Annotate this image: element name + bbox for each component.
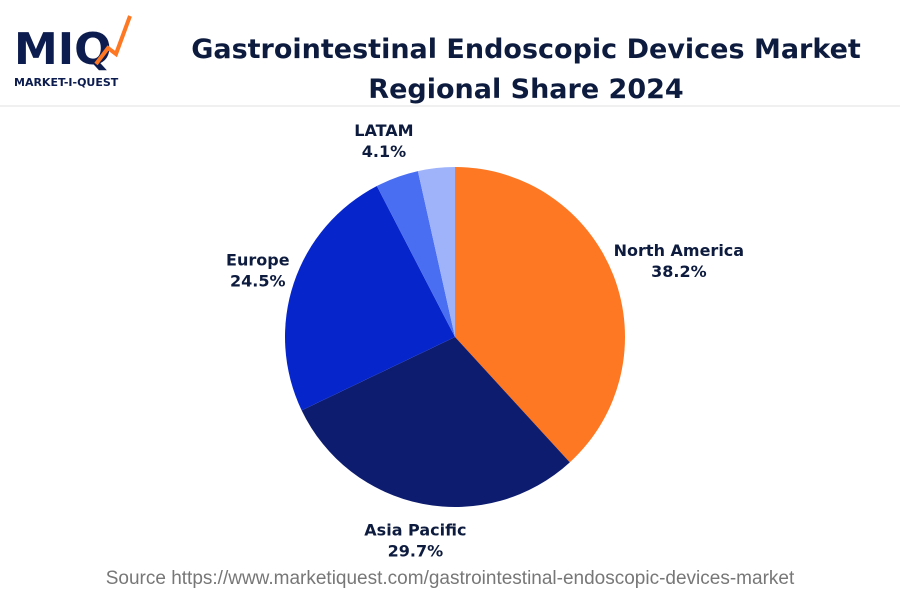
slice-value: 4.1% — [362, 142, 406, 161]
slice-value: 24.5% — [230, 271, 286, 290]
chart-title: Gastrointestinal Endoscopic Devices Mark… — [191, 34, 861, 105]
pie-slice — [285, 186, 455, 411]
slice-value: 38.2% — [651, 262, 707, 281]
pie-slice — [455, 167, 626, 463]
pie-slice — [417, 167, 455, 337]
logo-name: MARKET-I-QUEST — [14, 76, 119, 89]
slice-label: Asia Pacific — [364, 521, 466, 540]
logo-mark: MIQ — [14, 24, 112, 75]
slice-label: North America — [614, 241, 744, 260]
slice-label: Europe — [226, 250, 290, 269]
logo-arrow — [94, 15, 132, 66]
slice-label: LATAM — [354, 121, 413, 140]
pie-slice — [301, 337, 570, 507]
source: Source https://www.marketiquest.com/gast… — [106, 568, 795, 589]
slice-value: 29.7% — [388, 542, 444, 561]
pie-slice — [376, 171, 455, 337]
